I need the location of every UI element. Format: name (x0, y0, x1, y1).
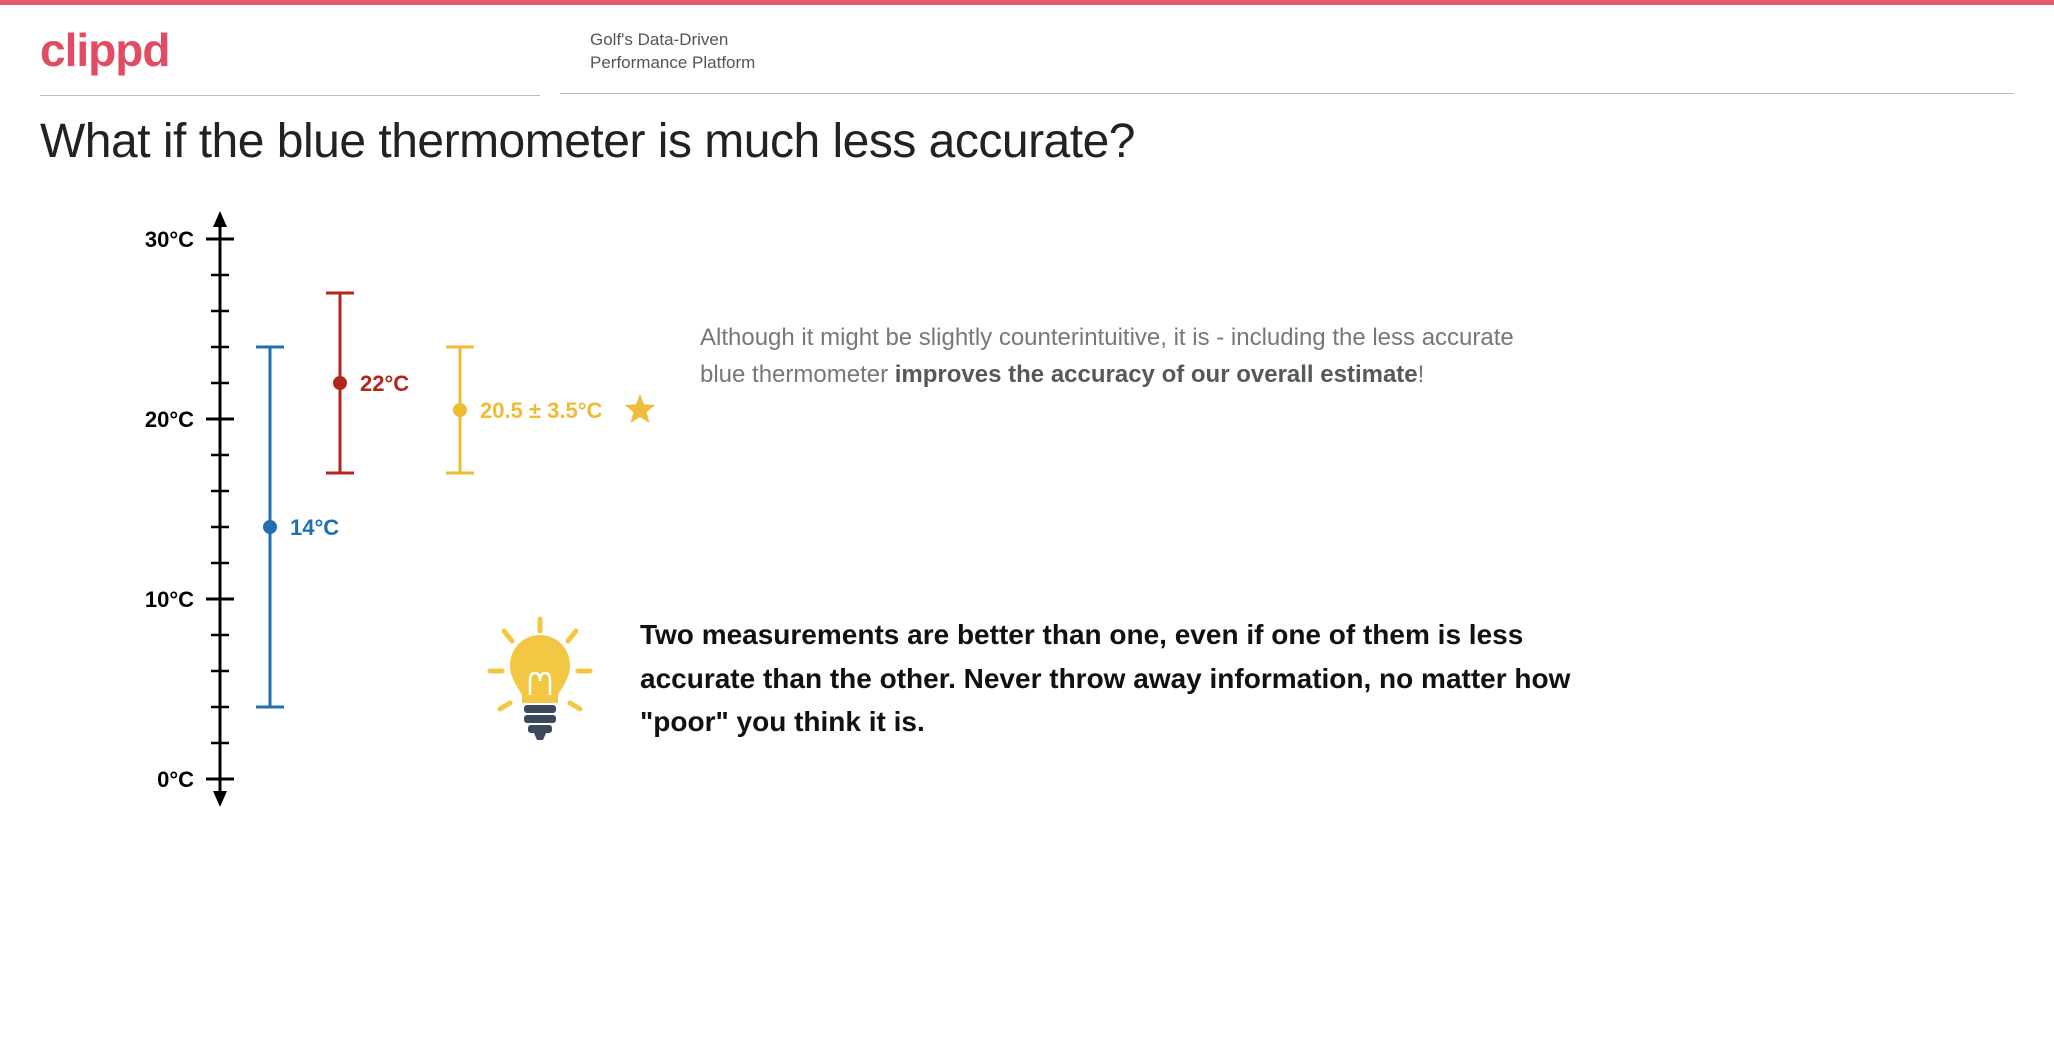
explain-text: Although it might be slightly counterint… (700, 319, 1520, 393)
tagline-line2: Performance Platform (590, 52, 2014, 75)
svg-text:0°C: 0°C (157, 767, 194, 792)
content: 30°C 20°C 10°C 0°C 14°C 22°C 20.5 ± 3.5°C Alth… (0, 179, 2054, 884)
page-title: What if the blue thermometer is much les… (40, 114, 2014, 169)
header: clippd Golf's Data-Driven Performance Pl… (0, 5, 2054, 96)
thermometer-chart: 30°C 20°C 10°C 0°C 14°C 22°C 20.5 ± 3.5°C (60, 199, 680, 844)
svg-text:22°C: 22°C (360, 371, 409, 396)
takeaway-text: Two measurements are better than one, ev… (640, 613, 1590, 743)
explain-bold: improves the accuracy of our overall est… (895, 361, 1418, 388)
lightbulb-icon (480, 613, 600, 743)
takeaway-row: Two measurements are better than one, ev… (480, 613, 2014, 743)
right-column: Although it might be slightly counterint… (680, 199, 2014, 744)
svg-text:30°C: 30°C (145, 227, 194, 252)
svg-text:20°C: 20°C (145, 407, 194, 432)
tagline: Golf's Data-Driven Performance Platform (560, 23, 2014, 94)
brand-logo-text: clippd (40, 24, 169, 76)
brand-block: clippd (40, 23, 540, 96)
explain-post: ! (1418, 361, 1425, 388)
svg-text:10°C: 10°C (145, 587, 194, 612)
svg-text:14°C: 14°C (290, 515, 339, 540)
tagline-line1: Golf's Data-Driven (590, 29, 2014, 52)
svg-text:20.5 ± 3.5°C: 20.5 ± 3.5°C (480, 398, 602, 423)
